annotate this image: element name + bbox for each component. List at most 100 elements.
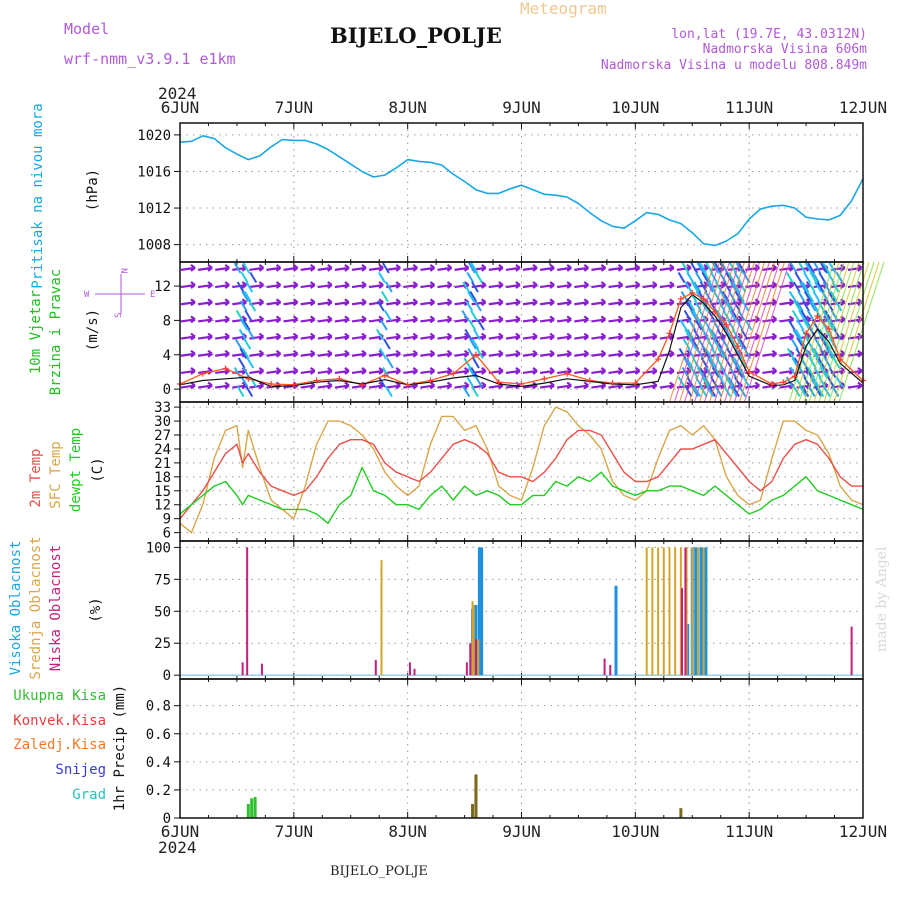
year-bottom: 2024 bbox=[158, 838, 197, 857]
wind-direction-arrow bbox=[794, 271, 803, 284]
wind-direction-arrow bbox=[488, 349, 504, 358]
wind-direction-arrow bbox=[180, 263, 196, 272]
wind-direction-arrow bbox=[557, 381, 572, 390]
cloud-bar bbox=[609, 664, 612, 676]
wind-direction-arrow bbox=[470, 262, 479, 274]
y-tick-label: 4 bbox=[163, 348, 171, 364]
wind-direction-arrow bbox=[659, 263, 675, 272]
wind-direction-arrow bbox=[798, 262, 807, 274]
wind-direction-arrow bbox=[197, 332, 213, 341]
wind-direction-arrow bbox=[659, 298, 675, 307]
wind-direction-arrow bbox=[474, 300, 482, 312]
wind-direction-arrow bbox=[247, 328, 256, 341]
cloud-bar bbox=[603, 658, 606, 676]
legend-snow: Snijeg bbox=[55, 762, 106, 778]
wind-direction-arrow bbox=[714, 366, 722, 379]
wind-direction-arrow bbox=[240, 319, 249, 331]
legend-hail: Grad bbox=[72, 787, 106, 803]
wind-hatch bbox=[683, 261, 731, 403]
x-tick-label-bottom: 6JUN bbox=[161, 822, 200, 841]
wind-direction-arrow bbox=[317, 349, 333, 358]
panels: 1008101210161020048126912151821242730330… bbox=[137, 98, 887, 841]
y-tick-label: 12 bbox=[154, 498, 171, 514]
wind-direction-arrow bbox=[539, 281, 555, 289]
wind-direction-arrow bbox=[557, 367, 572, 375]
wind-direction-arrow bbox=[386, 349, 401, 358]
cloud-bar bbox=[413, 668, 416, 676]
wind-direction-arrow bbox=[368, 367, 384, 375]
wind-direction-arrow bbox=[334, 367, 350, 375]
wind-direction-arrow bbox=[248, 300, 257, 312]
wind-direction-arrow bbox=[829, 290, 838, 303]
cloud-bar bbox=[696, 547, 699, 676]
wind-gust-marker bbox=[700, 295, 707, 302]
wind-direction-arrow bbox=[351, 349, 367, 358]
wind-direction-arrow bbox=[683, 309, 692, 322]
wind-direction-arrow bbox=[420, 281, 436, 289]
wind-direction-arrow bbox=[701, 271, 710, 284]
wind-direction-arrow bbox=[814, 338, 823, 350]
wind-direction-arrow bbox=[642, 349, 658, 358]
wind-direction-arrow bbox=[792, 281, 801, 293]
cloud-bar bbox=[699, 547, 703, 676]
wind-direction-arrow bbox=[813, 262, 822, 274]
wind-direction-arrow bbox=[467, 290, 475, 303]
wind-direction-arrow bbox=[249, 263, 265, 272]
wind-direction-arrow bbox=[810, 300, 819, 312]
wind-direction-arrow bbox=[522, 367, 538, 375]
wind-direction-arrow bbox=[317, 298, 333, 307]
wind-hatch bbox=[828, 261, 875, 403]
wind-direction-arrow bbox=[468, 319, 477, 331]
wind-direction-arrow bbox=[505, 315, 521, 324]
wind-hatch bbox=[718, 261, 766, 403]
wind-direction-arrow bbox=[317, 315, 333, 324]
wind-direction-arrow bbox=[403, 349, 418, 358]
wind-direction-arrow bbox=[608, 315, 624, 324]
wind-hatch bbox=[733, 261, 781, 403]
wind-direction-arrow bbox=[804, 262, 813, 274]
x-tick-label-top: 7JUN bbox=[275, 98, 314, 117]
wind-direction-arrow bbox=[642, 263, 658, 272]
pressure-label: Pritisak na nivou mora bbox=[30, 103, 46, 288]
wind-direction-arrow bbox=[737, 309, 746, 322]
wind-direction-arrow bbox=[805, 319, 813, 331]
wind-direction-arrow bbox=[729, 366, 737, 379]
wind-direction-arrow bbox=[368, 381, 384, 390]
wind-direction-arrow bbox=[464, 328, 473, 341]
wind-gust-marker bbox=[803, 330, 810, 337]
wind-direction-arrow bbox=[685, 300, 694, 312]
panel-pressure: 1008 1012 1016 1020 bbox=[137, 122, 864, 263]
cloud-bar bbox=[471, 601, 474, 676]
wind-direction-arrow bbox=[522, 281, 538, 289]
wind-direction-arrow bbox=[476, 347, 484, 360]
wind-direction-arrow bbox=[317, 381, 333, 390]
precip-bar bbox=[474, 774, 478, 818]
x-tick-label-top: 9JUN bbox=[502, 98, 541, 117]
wind-direction-arrow bbox=[797, 338, 805, 350]
wind-direction-arrow bbox=[693, 328, 701, 341]
wind-direction-arrow bbox=[522, 263, 538, 272]
wind-direction-arrow bbox=[300, 263, 316, 272]
wind-gust-marker bbox=[825, 325, 832, 332]
wind-direction-arrow bbox=[505, 281, 521, 289]
y-tick-label: 1008 bbox=[137, 238, 171, 254]
wind-direction-arrow bbox=[380, 319, 388, 331]
wind-hatch bbox=[808, 261, 855, 403]
wind-direction-arrow bbox=[249, 332, 265, 341]
compass-n: N bbox=[118, 268, 128, 273]
wind-direction-arrow bbox=[403, 298, 418, 307]
y-tick-label: 0.8 bbox=[146, 699, 171, 715]
cloud-label-1: Visoka Oblacnost bbox=[8, 541, 24, 676]
wind-hatch bbox=[713, 261, 761, 403]
wind-direction-arrow bbox=[819, 262, 828, 274]
temp-label-1: 2m Temp bbox=[28, 448, 44, 507]
wind-direction-arrow bbox=[608, 332, 624, 341]
wind-direction-arrow bbox=[745, 381, 760, 390]
wind-direction-arrow bbox=[762, 315, 778, 324]
wind-hatch bbox=[678, 261, 726, 403]
wind-direction-arrow bbox=[245, 385, 254, 398]
wind-hatch bbox=[728, 261, 776, 403]
wind-direction-arrow bbox=[240, 376, 249, 388]
